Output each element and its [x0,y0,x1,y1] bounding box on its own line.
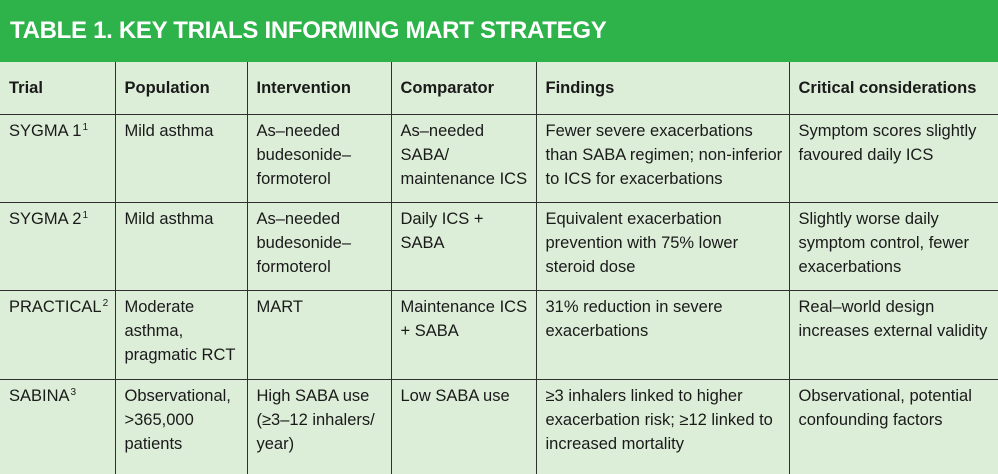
table-row: SYGMA 11 Mild asthma As–needed budesonid… [0,113,998,204]
cell-findings: ≥3 inhalers linked to higher exacerbatio… [535,378,790,474]
header-comparator: Comparator [390,62,537,115]
cell-considerations: Symptom scores slightly favoured daily I… [788,113,998,204]
cell-considerations: Observational, potential confounding fac… [788,378,998,474]
cell-considerations: Real–world design increases external val… [788,290,998,380]
header-considerations: Critical considerations [788,62,998,115]
table-row: SABINA3 Observational, >365,000 patients… [0,378,998,474]
cell-intervention: As–needed budesonide–formoterol [246,113,392,204]
trial-name: SABINA [9,386,70,405]
cell-intervention: MART [246,290,392,380]
trial-name: SYGMA 1 [9,122,82,140]
cell-population: Mild asthma [114,202,248,292]
trial-name: SYGMA 2 [9,210,82,229]
table-title: TABLE 1. KEY TRIALS INFORMING MART STRAT… [0,0,998,62]
reference-number: 1 [82,122,89,133]
reference-number: 2 [102,298,109,310]
cell-trial: SYGMA 21 [0,202,116,292]
header-findings: Findings [535,62,790,115]
cell-comparator: Maintenance ICS + SABA [390,290,537,380]
reference-number: 3 [70,386,77,398]
cell-population: Moderate asthma, pragmatic RCT [114,290,248,380]
cell-findings: 31% reduction in severe exacerbations [535,290,790,380]
cell-population: Observational, >365,000 patients [114,378,248,474]
trial-name: PRACTICAL [9,298,102,317]
cell-findings: Equivalent exacerbation prevention with … [535,202,790,292]
cell-trial: PRACTICAL2 [0,290,116,380]
trials-table: Trial Population Intervention Comparator… [0,62,998,474]
cell-population: Mild asthma [114,113,248,204]
cell-considerations: Slightly worse daily symptom control, fe… [788,202,998,292]
cell-intervention: High SABA use (≥3–12 inhalers/ year) [246,378,392,474]
cell-comparator: Low SABA use [390,378,537,474]
header-row: Trial Population Intervention Comparator… [0,62,998,115]
cell-comparator: As–needed SABA/ maintenance ICS [390,113,537,204]
cell-comparator: Daily ICS + SABA [390,202,537,292]
header-trial: Trial [0,62,116,115]
cell-trial: SYGMA 11 [0,113,116,204]
header-population: Population [114,62,248,115]
table-row: SYGMA 21 Mild asthma As–needed budesonid… [0,202,998,292]
reference-number: 1 [82,210,89,222]
cell-findings: Fewer severe exacerbations than SABA reg… [535,113,790,204]
table-row: PRACTICAL2 Moderate asthma, pragmatic RC… [0,290,998,380]
cell-intervention: As–needed budesonide–formoterol [246,202,392,292]
cell-trial: SABINA3 [0,378,116,474]
header-intervention: Intervention [246,62,392,115]
